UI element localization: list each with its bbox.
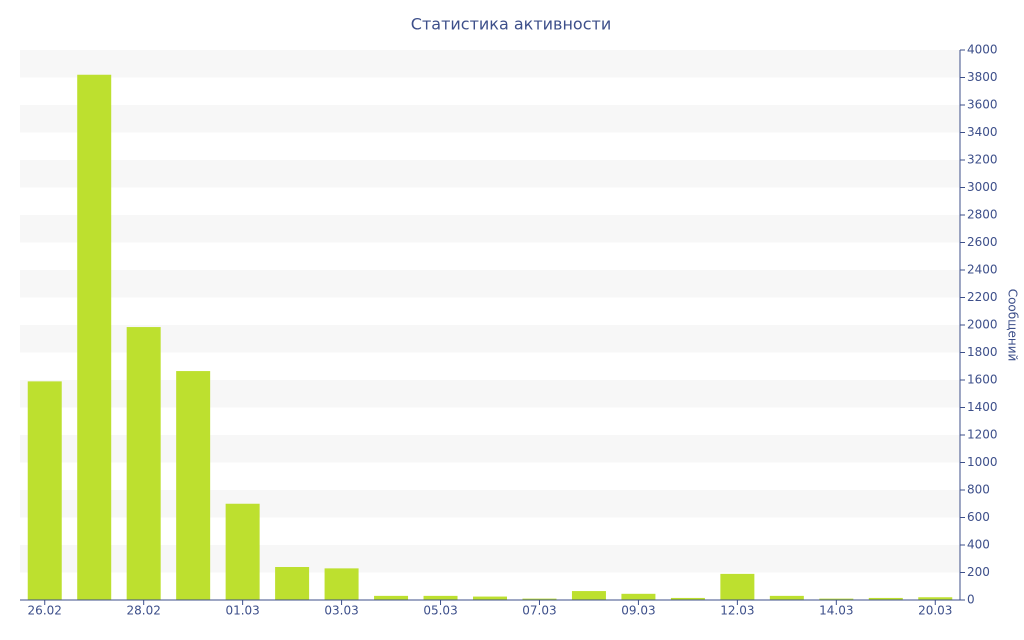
y-axis-label: Сообщений: [1006, 289, 1020, 362]
grid-band: [20, 215, 960, 243]
chart-title: Статистика активности: [411, 15, 611, 34]
bar: [324, 568, 359, 600]
bar: [176, 371, 211, 600]
x-tick-label: 20.03: [918, 604, 952, 618]
y-tick-label: 3000: [967, 180, 998, 194]
x-tick-label: 12.03: [720, 604, 754, 618]
bar: [621, 593, 656, 600]
y-tick-label: 2200: [967, 290, 998, 304]
grid-band: [20, 50, 960, 78]
y-tick-label: 4000: [967, 43, 998, 57]
bar: [27, 381, 62, 600]
y-tick-label: 1000: [967, 455, 998, 469]
x-tick-label: 05.03: [423, 604, 457, 618]
y-tick-label: 3800: [967, 70, 998, 84]
y-tick-label: 800: [967, 483, 990, 497]
bar: [522, 598, 557, 600]
bar: [77, 74, 112, 600]
x-tick-label: 28.02: [127, 604, 161, 618]
bar: [374, 595, 409, 600]
bar: [571, 591, 606, 600]
grid-band: [20, 380, 960, 408]
bar: [473, 596, 507, 600]
bar: [720, 573, 755, 600]
grid-band: [20, 270, 960, 298]
y-tick-label: 1800: [967, 345, 998, 359]
bar: [918, 597, 953, 600]
y-tick-label: 3200: [967, 153, 998, 167]
y-tick-label: 0: [967, 593, 975, 607]
y-tick-label: 400: [967, 538, 990, 552]
grid-band: [20, 325, 960, 353]
x-tick-label: 01.03: [225, 604, 259, 618]
bar: [275, 567, 310, 600]
bar: [670, 597, 705, 600]
grid-band: [20, 435, 960, 463]
grid-band: [20, 545, 960, 573]
grid-band: [20, 105, 960, 133]
grid-band: [20, 160, 960, 188]
y-tick-label: 3600: [967, 98, 998, 112]
x-tick-label: 07.03: [522, 604, 556, 618]
y-tick-label: 2800: [967, 208, 998, 222]
bar: [225, 503, 260, 600]
bar: [868, 597, 903, 600]
y-tick-label: 1400: [967, 400, 998, 414]
y-tick-label: 3400: [967, 125, 998, 139]
bar: [126, 327, 161, 600]
y-tick-label: 1600: [967, 373, 998, 387]
y-tick-label: 2000: [967, 318, 998, 332]
bar: [769, 595, 804, 600]
x-tick-label: 14.03: [819, 604, 853, 618]
x-tick-label: 03.03: [324, 604, 358, 618]
y-tick-label: 200: [967, 565, 990, 579]
bar: [423, 595, 458, 600]
y-tick-label: 1200: [967, 428, 998, 442]
y-tick-label: 600: [967, 510, 990, 524]
y-tick-label: 2600: [967, 235, 998, 249]
grid-band: [20, 490, 960, 518]
bar: [819, 598, 854, 600]
x-tick-label: 09.03: [621, 604, 655, 618]
y-tick-label: 2400: [967, 263, 998, 277]
x-tick-label: 26.02: [28, 604, 62, 618]
